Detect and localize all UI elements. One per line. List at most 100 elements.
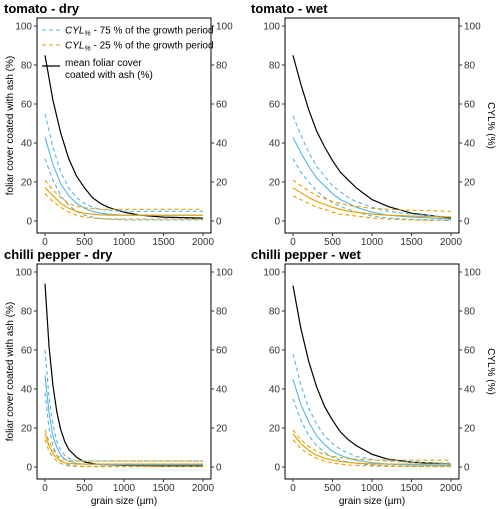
y-tick-label: 0 [26, 217, 32, 228]
y-tick-label: 0 [274, 217, 280, 228]
y-tick-label: 100 [263, 268, 280, 279]
y2-axis-label: CYL% (%) [485, 102, 496, 149]
x-tick-label: 1500 [400, 483, 423, 494]
x-tick-label: 500 [324, 483, 341, 494]
y-tick-label: 100 [263, 22, 280, 33]
cyl25-bound-line [292, 429, 451, 461]
y-tick-label: 60 [21, 100, 33, 111]
legend: CYL% - 75 % of the growth period CYL% - 2… [42, 26, 214, 81]
x-axis-label: grain size (µm) [91, 496, 157, 507]
legend-label-cyl75: CYL% - 75 % of the growth period [65, 26, 214, 38]
y-tick-label: 20 [21, 424, 33, 435]
cyl75-bound-line [44, 349, 203, 462]
y2-tick-label: 80 [464, 307, 476, 318]
y-tick-label: 80 [21, 61, 33, 72]
y2-tick-label: 60 [464, 346, 476, 357]
y-tick-label: 100 [15, 268, 32, 279]
y-tick-label: 60 [269, 346, 281, 357]
cyl25-line [292, 433, 451, 465]
cyl25-line [44, 433, 203, 465]
plot-frame [284, 263, 460, 480]
panel-title: tomato - wet [251, 1, 328, 16]
cyl75-bound-line [44, 113, 203, 212]
y2-tick-label: 20 [464, 178, 476, 189]
y-tick-label: 60 [21, 346, 33, 357]
x-tick-label: 1000 [361, 483, 384, 494]
y-tick-label: 40 [269, 385, 281, 396]
panel-title: tomato - dry [4, 1, 80, 16]
legend-label-cyl25: CYL% - 25 % of the growth period [65, 41, 214, 53]
y2-tick-label: 20 [216, 424, 228, 435]
chart-panel: chilli pepper - dry 0 0 20 20 40 40 60 60 80 80 100… [4, 247, 233, 507]
y2-tick-label: 0 [216, 217, 222, 228]
x-tick-label: 1500 [152, 483, 175, 494]
y-tick-label: 20 [269, 178, 281, 189]
panel-title: chilli pepper - wet [251, 247, 361, 262]
x-axis-label: grain size (µm) [339, 496, 405, 507]
cyl75-bound-line [292, 115, 452, 218]
x-tick-label: 500 [324, 237, 341, 248]
x-tick-label: 500 [76, 237, 93, 248]
x-tick-label: 1500 [152, 237, 175, 248]
x-tick-label: 1000 [113, 483, 136, 494]
y-tick-label: 20 [269, 424, 281, 435]
y-tick-label: 20 [21, 178, 33, 189]
y2-tick-label: 80 [216, 307, 228, 318]
cyl75-bound-line [44, 158, 203, 221]
y2-tick-label: 100 [216, 22, 233, 33]
y-tick-label: 40 [21, 139, 33, 150]
y2-tick-label: 60 [216, 346, 228, 357]
y-tick-label: 0 [274, 463, 280, 474]
plot-frame [284, 17, 460, 234]
x-tick-label: 1500 [400, 237, 423, 248]
y2-tick-label: 100 [464, 22, 481, 33]
legend-label-mean-line1: mean foliar cover [65, 58, 142, 69]
y2-tick-label: 40 [216, 385, 228, 396]
x-tick-label: 2000 [440, 237, 463, 248]
cyl75-bound-line [44, 392, 203, 468]
y2-tick-label: 80 [216, 61, 228, 72]
x-tick-label: 500 [76, 483, 93, 494]
y-tick-label: 80 [21, 307, 33, 318]
y2-tick-label: 0 [464, 217, 470, 228]
panel-title: chilli pepper - dry [4, 247, 113, 262]
legend-label-mean-line2: coated with ash (%) [65, 70, 153, 81]
y-axis-label: foliar cover coated with ash (%) [5, 56, 16, 196]
cyl25-line [44, 187, 203, 216]
x-tick-label: 1000 [361, 237, 384, 248]
x-tick-label: 0 [290, 237, 296, 248]
y2-tick-label: 20 [216, 178, 228, 189]
y-tick-label: 80 [269, 61, 281, 72]
cyl75-line [44, 375, 203, 466]
y2-tick-label: 0 [464, 463, 470, 474]
y2-axis-label: CYL% (%) [485, 348, 496, 395]
y-tick-label: 80 [269, 307, 281, 318]
y-axis-label: foliar cover coated with ash (%) [5, 302, 16, 442]
plot-frame [36, 263, 212, 480]
y2-tick-label: 100 [464, 268, 481, 279]
cyl25-bound-line [292, 439, 451, 468]
cyl25-bound-line [44, 439, 203, 468]
x-tick-label: 0 [290, 483, 296, 494]
cyl75-line [44, 137, 203, 216]
cyl75-line [292, 379, 452, 466]
y2-tick-label: 40 [464, 385, 476, 396]
cyl25-bound-line [44, 429, 203, 462]
x-tick-label: 1000 [113, 237, 136, 248]
mean-cover-line [292, 285, 452, 465]
y2-tick-label: 40 [216, 139, 228, 150]
cyl25-bound-line [44, 179, 203, 210]
x-tick-label: 0 [42, 237, 48, 248]
y-tick-label: 100 [15, 22, 32, 33]
y2-tick-label: 0 [216, 463, 222, 474]
y-tick-label: 40 [21, 385, 33, 396]
y2-tick-label: 60 [464, 100, 476, 111]
cyl25-bound-line [292, 179, 452, 212]
cyl75-bound-line [292, 353, 452, 464]
y-tick-label: 40 [269, 139, 281, 150]
y-tick-label: 0 [26, 463, 32, 474]
